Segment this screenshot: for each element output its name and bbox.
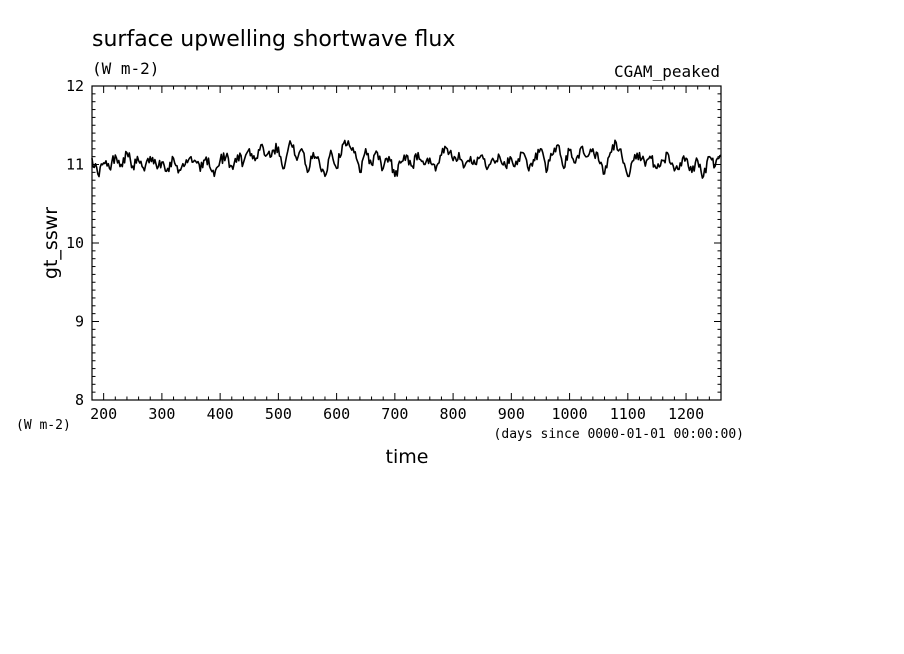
x-tick-label: 1000 (552, 405, 588, 423)
experiment-label: CGAM_peaked (614, 62, 720, 81)
plot-frame (91, 85, 722, 401)
x-tick-label: 300 (148, 405, 175, 423)
x-tick-label: 1100 (610, 405, 646, 423)
series-line-gt-sswr (91, 139, 722, 179)
y-axis-tick-labels: 8 9 10 11 12 (66, 77, 84, 409)
x-axis-tick-labels: 200 300 400 500 600 700 800 900 1000 1100 1200 (90, 405, 704, 423)
x-tick-label: 400 (207, 405, 234, 423)
x-axis-label: time (386, 446, 429, 468)
title-units: (W m-2) (92, 59, 159, 78)
y-tick-label: 11 (66, 156, 84, 174)
x-axis-units: (days since 0000-01-01 00:00:00) (494, 427, 744, 442)
y-tick-label: 8 (75, 391, 84, 409)
x-tick-label: 600 (323, 405, 350, 423)
x-tick-label: 800 (440, 405, 467, 423)
chart-title: surface upwelling shortwave flux (92, 27, 455, 52)
x-tick-label: 200 (90, 405, 117, 423)
x-tick-label: 500 (265, 405, 292, 423)
y-tick-label: 10 (66, 234, 84, 252)
x-tick-label: 1200 (668, 405, 704, 423)
y-tick-label: 12 (66, 77, 84, 95)
y-axis-label: gt_sswr (40, 207, 62, 279)
x-tick-label: 900 (498, 405, 525, 423)
y-tick-label: 9 (75, 313, 84, 331)
x-tick-label: 700 (381, 405, 408, 423)
y-axis-ticks (92, 85, 721, 401)
x-axis-ticks (91, 86, 722, 400)
y-axis-units: (W m-2) (16, 418, 71, 433)
